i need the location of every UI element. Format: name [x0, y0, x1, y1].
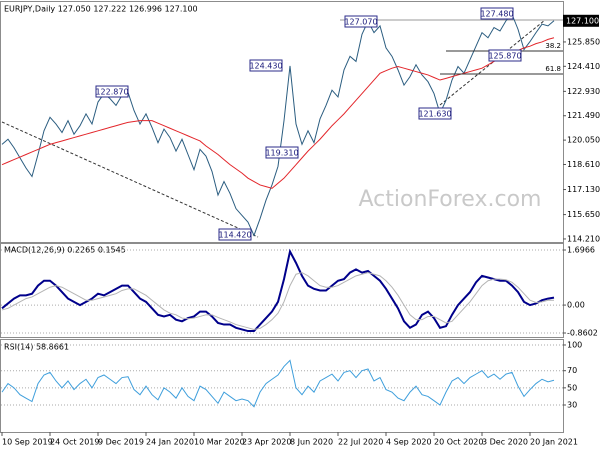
- annotation: 127.480: [480, 10, 513, 19]
- chart-title: EURJPY,Daily 127.050 127.222 126.996 127…: [4, 5, 198, 14]
- y-tick-label: 70: [567, 366, 577, 375]
- price-panel: [0, 1, 564, 243]
- y-tick-label: 1.6966: [567, 245, 595, 254]
- macd-panel: [0, 243, 564, 338]
- x-tick-label: 3 Dec 2020: [482, 438, 528, 447]
- x-tick-label: 10 Mar 2020: [194, 438, 245, 447]
- y-tick-label: 0.00: [567, 301, 585, 310]
- annotation-box: [344, 15, 378, 28]
- rsi-panel: [0, 339, 564, 433]
- x-tick-label: 24 Jan 2020: [146, 438, 194, 447]
- y-tick-label: 114.210: [567, 234, 600, 243]
- x-tick-label: 20 Oct 2020: [434, 438, 483, 447]
- y-tick-label: 121.490: [567, 111, 600, 120]
- annotation: 127.070: [344, 18, 377, 27]
- annotation: 114.420: [218, 231, 251, 240]
- series-line: [1, 13, 555, 237]
- x-tick-label: 9 Dec 2019: [98, 438, 144, 447]
- x-tick-label: 8 Jun 2020: [290, 438, 333, 447]
- annotation-box: [95, 85, 129, 98]
- annotation: 119.310: [265, 149, 298, 158]
- watermark: ActionForex.com: [359, 187, 542, 212]
- y-tick-label: 118.610: [567, 160, 600, 169]
- series-line: [1, 359, 555, 408]
- x-tick-label: 22 Jul 2020: [338, 438, 383, 447]
- y-tick-label: 115.650: [567, 210, 600, 219]
- annotation: 124.430: [249, 62, 282, 71]
- fib-label: 61.8: [545, 65, 561, 73]
- y-tick-label: -0.8602: [567, 329, 598, 338]
- trend-line: [1, 121, 259, 238]
- rsi-title: RSI(14) 58.8661: [4, 343, 69, 352]
- y-tick-label: 122.930: [567, 87, 600, 96]
- y-tick-label: 124.410: [567, 62, 600, 71]
- fib-label: 38.2: [545, 42, 561, 50]
- y-tick-label: 125.850: [567, 37, 600, 46]
- y-tick-label: 120.050: [567, 136, 600, 145]
- annotation-box: [488, 49, 522, 62]
- x-tick-label: 4 Sep 2020: [386, 438, 432, 447]
- last-price-box: [563, 14, 599, 27]
- annotation: 125.870: [488, 52, 521, 61]
- last-price-label: 127.100: [566, 16, 599, 25]
- x-tick-label: 20 Jan 2021: [530, 438, 578, 447]
- y-tick-label: 117.130: [567, 185, 600, 194]
- series-line: [1, 248, 555, 333]
- annotation: 121.630: [418, 110, 451, 119]
- x-tick-label: 23 Apr 2020: [242, 438, 291, 447]
- y-tick-label: 50: [567, 383, 577, 392]
- annotation: 122.870: [95, 88, 128, 97]
- annotation-box: [218, 228, 252, 241]
- series-line: [1, 272, 554, 330]
- annotation-box: [249, 59, 283, 72]
- annotation-box: [265, 146, 299, 159]
- annotation-box: [480, 7, 514, 20]
- x-tick-label: 10 Sep 2019: [2, 438, 53, 447]
- annotation-box: [418, 107, 452, 120]
- y-tick-label: 100: [567, 340, 582, 349]
- y-tick-label: 30: [567, 400, 577, 409]
- x-tick-label: 24 Oct 2019: [50, 438, 99, 447]
